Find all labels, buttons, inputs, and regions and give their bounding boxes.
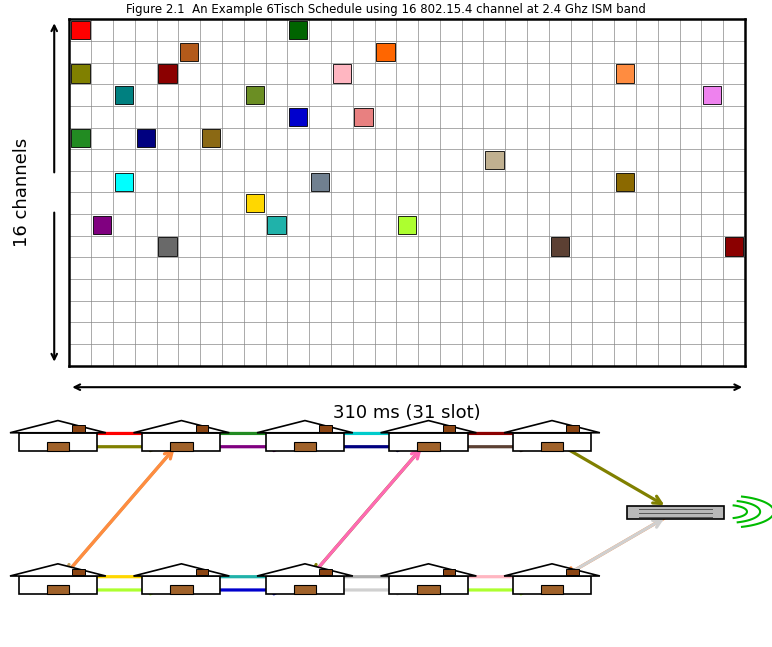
Bar (540, 585, 564, 595)
Bar (550, 237, 569, 256)
Bar (725, 237, 743, 256)
Bar (19, 433, 97, 451)
Bar (115, 173, 133, 191)
Polygon shape (257, 421, 353, 433)
Bar (158, 65, 177, 83)
Bar (170, 442, 193, 451)
Polygon shape (10, 421, 106, 433)
Bar (293, 585, 317, 595)
Bar (245, 86, 264, 104)
Bar (195, 569, 208, 575)
Bar (513, 433, 591, 451)
Bar (290, 21, 307, 39)
Bar (19, 576, 97, 595)
Bar (46, 442, 69, 451)
Bar (566, 569, 579, 575)
Bar (376, 43, 394, 61)
Bar (389, 433, 468, 451)
Bar (540, 442, 564, 451)
Polygon shape (134, 564, 229, 576)
Bar (389, 576, 468, 595)
Bar (417, 442, 440, 451)
Bar (71, 65, 90, 83)
Bar (195, 426, 208, 432)
Bar (71, 129, 90, 148)
Bar (616, 65, 635, 83)
Text: Figure 2.1  An Example 6Tisch Schedule using 16 802.15.4 channel at 2.4 Ghz ISM : Figure 2.1 An Example 6Tisch Schedule us… (126, 3, 646, 16)
Bar (354, 107, 373, 126)
Bar (703, 86, 722, 104)
Bar (71, 21, 90, 39)
Polygon shape (381, 564, 476, 576)
Bar (158, 237, 177, 256)
Bar (142, 576, 221, 595)
Bar (137, 129, 155, 148)
Bar (72, 426, 85, 432)
Bar (513, 576, 591, 595)
Polygon shape (134, 421, 229, 433)
Bar (267, 216, 286, 234)
Bar (417, 585, 440, 595)
Bar (46, 585, 69, 595)
Bar (293, 442, 317, 451)
Bar (180, 43, 198, 61)
Bar (628, 505, 723, 520)
Bar (72, 569, 85, 575)
Bar (266, 576, 344, 595)
Bar (290, 107, 307, 126)
Bar (486, 151, 503, 169)
Polygon shape (381, 421, 476, 433)
Polygon shape (10, 564, 106, 576)
Bar (566, 426, 579, 432)
Text: 310 ms (31 slot): 310 ms (31 slot) (334, 404, 481, 422)
Bar (442, 569, 455, 575)
Bar (93, 216, 111, 234)
Bar (115, 86, 133, 104)
Bar (319, 569, 331, 575)
Bar (333, 65, 351, 83)
Text: 16 channels: 16 channels (12, 138, 31, 247)
Bar (398, 216, 416, 234)
Bar (245, 194, 264, 212)
Bar (442, 426, 455, 432)
Bar (616, 173, 635, 191)
Bar (142, 433, 221, 451)
Polygon shape (504, 421, 600, 433)
Bar (311, 173, 329, 191)
Bar (202, 129, 220, 148)
Bar (319, 426, 331, 432)
Polygon shape (257, 564, 353, 576)
Polygon shape (504, 564, 600, 576)
Bar (170, 585, 193, 595)
Bar (266, 433, 344, 451)
